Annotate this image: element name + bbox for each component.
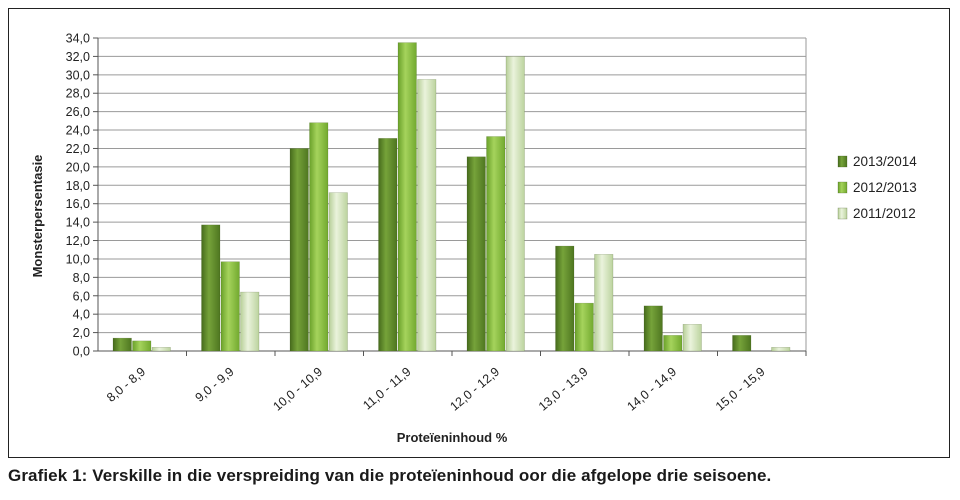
bar-2011-2012: [240, 291, 260, 352]
bar-2011-2012: [594, 254, 614, 352]
y-tick-label: 16,0: [66, 197, 90, 211]
y-axis-label: Monsterpersentasie: [30, 155, 45, 278]
bar-2013-2014: [378, 138, 398, 352]
bar-2011-2012: [417, 79, 437, 352]
bar-2012-2013: [309, 122, 329, 352]
bar-2012-2013: [132, 340, 152, 352]
x-tick-label: 12,0 - 12,9: [447, 365, 502, 414]
x-tick-label: 15,0 - 15,9: [713, 365, 768, 414]
y-tick-label: 12,0: [66, 234, 90, 248]
bar-2012-2013: [397, 42, 417, 352]
bar-2011-2012: [682, 324, 702, 352]
legend-swatch: [837, 207, 848, 220]
bar-2013-2014: [643, 305, 663, 352]
bar-2013-2014: [732, 335, 752, 352]
bar-2011-2012: [328, 192, 348, 352]
bar-2011-2012: [151, 347, 171, 352]
bar-2011-2012: [505, 56, 525, 352]
x-tick-label: 10,0 - 10,9: [270, 365, 325, 414]
bar-2013-2014: [289, 148, 309, 352]
x-tick-label: 11,0 - 11,9: [360, 365, 413, 413]
x-tick-label: 8,0 - 8,9: [104, 365, 148, 405]
y-tick-label: 4,0: [73, 308, 90, 322]
y-tick-label: 30,0: [66, 68, 90, 82]
y-tick-label: 8,0: [73, 271, 90, 285]
y-tick-label: 22,0: [66, 142, 90, 156]
legend-swatch: [837, 181, 848, 194]
bar-2013-2014: [112, 337, 132, 352]
legend-label: 2012/2013: [853, 180, 917, 195]
bar-2013-2014: [201, 224, 221, 352]
bar-2012-2013: [663, 335, 683, 352]
bar-2012-2013: [220, 261, 240, 352]
bar-2013-2014: [466, 156, 486, 352]
legend-label: 2011/2012: [853, 206, 916, 221]
y-tick-label: 20,0: [66, 160, 90, 174]
figure-caption: Grafiek 1: Verskille in die verspreiding…: [8, 466, 772, 485]
y-tick-label: 24,0: [66, 124, 90, 138]
y-tick-label: 0,0: [73, 345, 90, 359]
axes: [93, 37, 807, 356]
y-tick-label: 32,0: [66, 50, 90, 64]
x-axis-label: Proteïeninhoud %: [397, 430, 508, 445]
x-tick-label: 9,0 - 9,9: [193, 365, 237, 405]
y-tick-label: 14,0: [66, 216, 90, 230]
y-tick-label: 10,0: [66, 252, 90, 266]
x-tick-label: 13,0 - 13,9: [536, 365, 591, 414]
legend-swatch: [837, 155, 848, 168]
y-tick-label: 28,0: [66, 87, 90, 101]
y-tick-label: 26,0: [66, 105, 90, 119]
x-tick-label: 14,0 - 14,9: [624, 365, 679, 414]
legend: 2013/2014 2012/2013 2011/2012: [837, 154, 917, 221]
bar-2013-2014: [555, 245, 575, 352]
y-tick-label: 2,0: [73, 326, 90, 340]
legend-label: 2013/2014: [853, 154, 917, 169]
bar-2012-2013: [486, 136, 506, 352]
y-tick-label: 18,0: [66, 179, 90, 193]
bars: [112, 42, 791, 352]
bar-2012-2013: [574, 302, 594, 352]
y-tick-label: 6,0: [73, 289, 90, 303]
bar-2011-2012: [771, 347, 791, 352]
y-tick-label: 34,0: [66, 32, 90, 46]
